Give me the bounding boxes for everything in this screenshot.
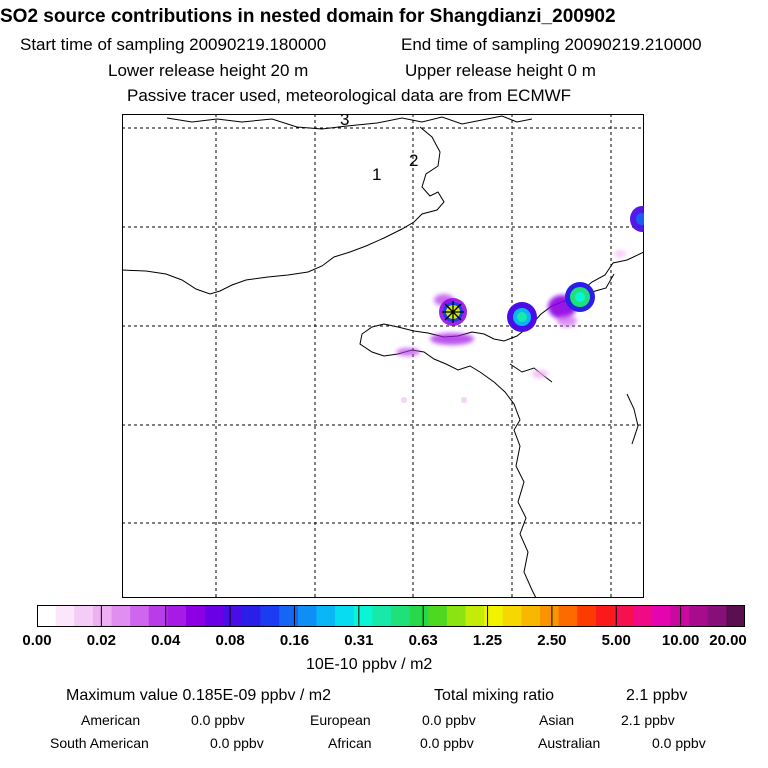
end-time-label: End time of sampling 20090219.210000 [401,35,702,54]
legend-swatch [130,605,150,627]
legend-tick-label: 0.08 [215,632,245,649]
legend-swatch [111,605,131,627]
legend-swatch [409,605,429,627]
map-grid [122,114,644,598]
legend-swatch [540,605,559,627]
region-value-asian: 2.1 ppbv [621,712,675,728]
legend-swatch [316,605,336,627]
legend-swatch [37,605,56,627]
region-value-european: 0.0 ppbv [422,712,476,728]
legend-swatch [279,605,299,627]
legend-swatch [670,605,690,627]
region-value-australian: 0.0 ppbv [652,735,706,751]
coastlines [122,115,644,598]
map-panel: 1 2 3 [122,114,644,598]
legend-swatch [297,605,317,627]
legend-swatch [223,605,243,627]
legend-swatch [726,605,745,627]
legend-swatch [55,605,75,627]
legend-swatch [148,605,168,627]
legend-swatch [595,605,615,627]
legend-swatch [335,605,355,627]
legend-tick-label: 0.04 [151,632,181,649]
legend-swatch [689,605,709,627]
legend-tick-label: 0.00 [22,632,52,649]
total-mixing-value: 2.1 ppbv [626,687,688,704]
legend-swatch [167,605,187,627]
chart-title: SO2 source contributions in nested domai… [0,6,616,27]
region-name-asian: Asian [539,712,575,728]
legend-swatch [614,605,634,627]
region-name-european: European [310,712,371,728]
region-name-south-american: South American [50,735,149,751]
legend-swatch [651,605,671,627]
region-value-american: 0.0 ppbv [191,712,245,728]
legend-swatch [186,605,205,627]
lower-release-label: Lower release height 20 m [108,61,309,80]
region-label-2: 2 [409,151,418,170]
legend-swatch [391,605,410,627]
start-time-label: Start time of sampling 20090219.180000 [20,35,327,54]
legend-swatch [74,605,94,627]
legend-swatch [502,605,522,627]
region-label-1: 1 [372,165,381,184]
legend-swatch [428,605,448,627]
legend-tick-label: 0.02 [86,632,116,649]
total-mixing-label: Total mixing ratio [434,687,555,704]
legend-swatch [577,605,597,627]
legend-border [37,605,745,627]
region-name-african: African [328,735,372,751]
color-legend [37,605,745,627]
receptor-marker-icon [442,301,464,323]
legend-swatch [558,605,578,627]
max-value-label: Maximum value 0.185E-09 ppbv / m2 [66,687,332,704]
tracer-note: Passive tracer used, meteorological data… [127,86,572,105]
legend-swatch [241,605,261,627]
legend-tick-label: 0.63 [408,632,438,649]
legend-swatch [372,605,392,627]
legend-swatch [260,605,280,627]
legend-tick-label: 2.50 [537,632,567,649]
upper-release-label: Upper release height 0 m [405,61,596,80]
legend-swatch [707,605,727,627]
legend-swatch [204,605,224,627]
legend-tick-label: 1.25 [472,632,503,649]
legend-tick-label: 10.00 [661,632,700,649]
legend-unit: 10E-10 ppbv / m2 [306,656,433,673]
legend-swatch [353,605,373,627]
legend-swatch [446,605,466,627]
legend-swatch [484,605,504,627]
legend-swatch [521,605,541,627]
legend-swatch [465,605,485,627]
region-label-3: 3 [340,114,349,129]
legend-tick-label: 5.00 [601,632,631,649]
region-name-american: American [81,712,141,728]
region-name-australian: Australian [538,735,601,751]
legend-tick-label: 0.16 [279,632,310,649]
legend-tick-label: 0.31 [344,632,374,649]
legend-tick-label: 20.00 [709,632,747,649]
region-value-african: 0.0 ppbv [420,735,474,751]
legend-swatch [633,605,653,627]
legend-swatch [92,605,112,627]
region-value-south-american: 0.0 ppbv [210,735,264,751]
